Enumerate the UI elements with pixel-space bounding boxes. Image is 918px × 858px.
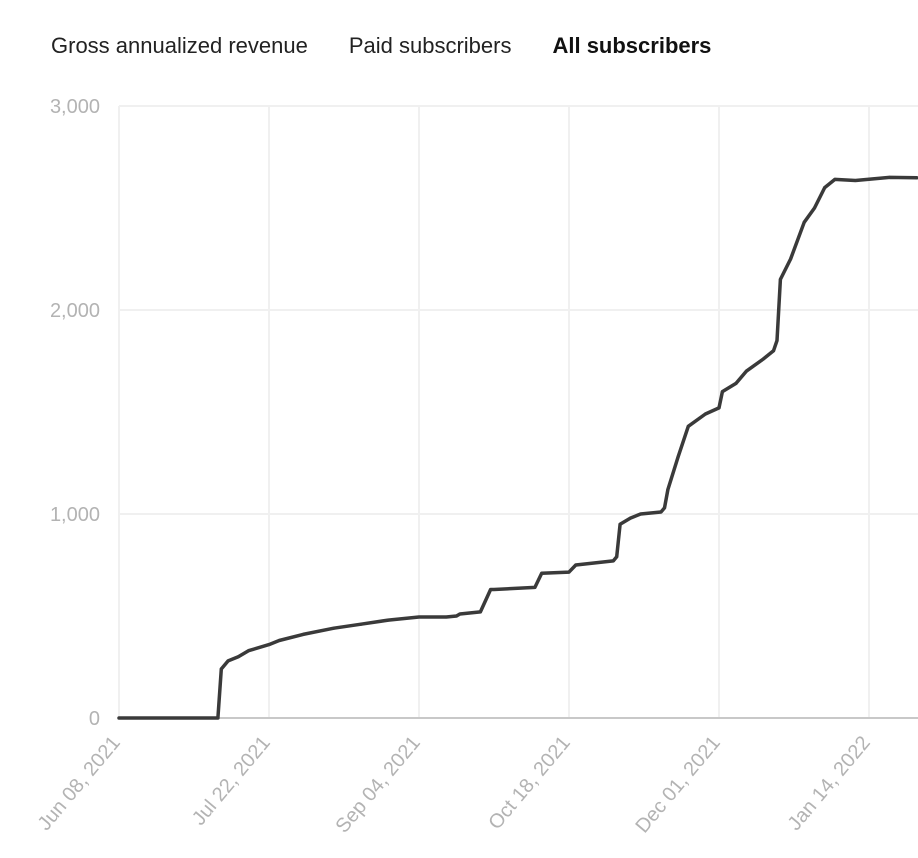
metric-tabs: Gross annualized revenue Paid subscriber… — [51, 30, 752, 62]
data-point — [775, 339, 779, 343]
data-point — [117, 716, 121, 720]
data-point — [659, 510, 663, 514]
data-point — [540, 571, 544, 575]
data-point — [789, 257, 793, 261]
data-point — [772, 349, 775, 353]
data-point — [666, 488, 670, 491]
tick-labels: 0 1,000 2,000 3,000 Jun 08, 2021 Jul 22, 2021… — [34, 96, 875, 837]
data-point — [778, 277, 782, 281]
x-tick-label: Jun 08, 2021 — [34, 732, 125, 835]
tab-all-subscribers[interactable]: All subscribers — [552, 33, 712, 58]
data-point — [574, 563, 578, 567]
data-point — [761, 357, 765, 361]
data-point — [301, 632, 305, 636]
data-point — [618, 522, 622, 526]
data-point — [533, 585, 537, 589]
data-point — [853, 179, 857, 182]
data-point — [458, 612, 462, 616]
data-point — [611, 559, 615, 563]
series-line — [117, 175, 918, 720]
data-point — [386, 618, 390, 622]
data-point — [888, 175, 891, 179]
data-point — [744, 369, 748, 373]
data-point — [628, 516, 632, 520]
data-point — [219, 667, 223, 671]
data-point — [277, 639, 281, 642]
data-point — [267, 643, 271, 647]
data-point — [478, 610, 482, 614]
data-point — [489, 588, 493, 591]
data-point — [720, 390, 724, 394]
x-tick-label: Sep 04, 2021 — [331, 732, 424, 837]
data-point — [236, 655, 240, 659]
x-tick-label: Oct 18, 2021 — [484, 732, 574, 834]
data-point — [417, 615, 421, 619]
data-point — [663, 506, 666, 510]
data-point — [703, 412, 707, 416]
series-layer — [117, 175, 918, 720]
data-point — [676, 455, 680, 459]
data-point — [359, 622, 363, 626]
data-point — [226, 659, 230, 663]
data-point — [247, 649, 250, 653]
data-point — [492, 588, 496, 591]
grid-layer — [118, 105, 918, 718]
tab-paid-subscribers[interactable]: Paid subscribers — [348, 33, 512, 58]
data-point — [717, 406, 721, 410]
y-tick-label: 1,000 — [50, 504, 100, 526]
data-point — [444, 615, 448, 619]
data-point — [686, 424, 690, 428]
data-point — [734, 381, 738, 385]
tab-gross-annualized-revenue[interactable]: Gross annualized revenue — [51, 33, 308, 58]
data-point — [567, 570, 571, 574]
data-point — [332, 626, 336, 630]
data-point — [813, 206, 816, 210]
x-tick-label: Jul 22, 2021 — [188, 732, 275, 830]
data-point — [639, 512, 643, 516]
data-point — [615, 555, 619, 559]
x-tick-label: Jan 14, 2022 — [784, 732, 875, 835]
data-point — [915, 176, 918, 180]
y-tick-label: 2,000 — [50, 300, 100, 322]
data-point — [455, 614, 458, 618]
y-tick-label: 0 — [89, 708, 100, 730]
data-point — [802, 220, 806, 224]
data-point — [216, 716, 220, 720]
x-tick-label: Dec 01, 2021 — [631, 732, 724, 837]
y-tick-label: 3,000 — [50, 96, 100, 118]
data-point — [823, 186, 827, 190]
data-point — [833, 177, 837, 181]
